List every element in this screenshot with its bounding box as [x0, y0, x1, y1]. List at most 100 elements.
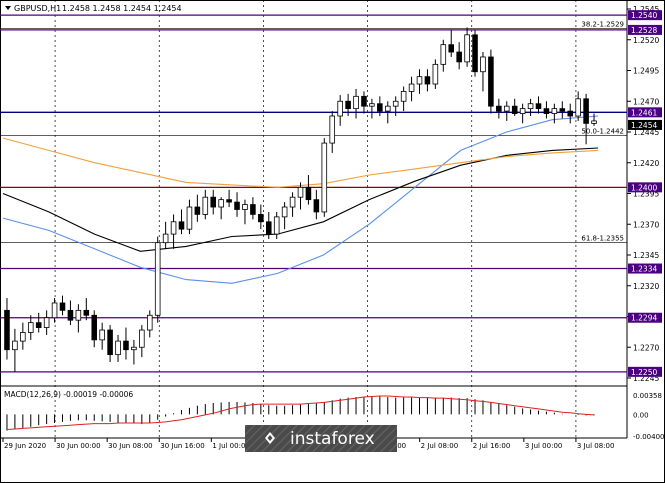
price-tag — [628, 366, 662, 377]
candle-body — [543, 108, 550, 114]
candle-body — [281, 206, 288, 218]
candle-body — [416, 76, 423, 85]
price-axis-label: 1.2470 — [633, 97, 659, 106]
macd-label: MACD(12,26,9) -0.00019 -0.00006 — [4, 390, 133, 399]
price-axis-label: 1.2545 — [633, 5, 659, 14]
fib-label: 38.2-1.2529 — [581, 21, 624, 29]
candle-body — [194, 206, 201, 215]
candle-body — [91, 314, 98, 341]
candle-body — [456, 51, 462, 63]
candle-body — [154, 242, 161, 316]
symbol-label: GBPUSD,H1 — [14, 4, 61, 13]
macd-axis-label: -0.00400 — [633, 433, 664, 441]
candle-body — [392, 100, 399, 107]
candle-body — [369, 103, 375, 107]
price-tag — [628, 24, 662, 35]
candle-body — [448, 44, 455, 53]
candle-body — [583, 98, 589, 124]
candle-body — [480, 56, 486, 73]
price-tag-label: 1.2294 — [631, 314, 657, 323]
candle-body — [67, 309, 74, 321]
watermark-banner: instaforex — [245, 425, 397, 452]
instaforex-logo-icon — [265, 432, 275, 444]
fib-label: 61.8-1.2355 — [581, 235, 624, 243]
candle-body — [131, 346, 137, 351]
candle-body — [83, 309, 90, 316]
price-axis-label: 1.2345 — [633, 251, 659, 260]
price-tag — [628, 107, 662, 118]
time-axis-label: 30 Jun 16:00 — [160, 442, 204, 450]
price-tag — [628, 10, 662, 21]
candle-body — [408, 83, 415, 92]
price-axis-label: 1.2245 — [633, 374, 659, 383]
fibonacci-levels: 38.2-1.2529 50.0-1.2442 61.8-1.2355 — [0, 21, 627, 244]
candle-body — [496, 105, 502, 112]
candle-body — [265, 221, 272, 235]
moving-average-line — [2, 147, 599, 252]
price-candles — [4, 27, 597, 372]
price-tag-label: 1.2334 — [631, 265, 657, 274]
candle-body — [59, 302, 66, 311]
candle-body — [27, 322, 34, 333]
time-axis-label: 30 Jun 00:00 — [56, 442, 100, 450]
price-tag-label: 1.2250 — [631, 368, 657, 377]
candle-body — [488, 56, 494, 107]
time-axis-label: 29 Jun 2020 — [4, 442, 46, 450]
macd-axis-label: 0.00 — [633, 411, 649, 419]
current-price-tag — [628, 119, 662, 130]
price-tag — [628, 182, 662, 193]
price-axis-label: 1.2395 — [633, 190, 659, 199]
candle-body — [432, 63, 439, 85]
candle-body — [297, 186, 304, 198]
candle-body — [400, 91, 407, 102]
candle-body — [591, 120, 597, 124]
candle-body — [384, 105, 391, 112]
candle-body — [139, 329, 145, 348]
horizontal-levels — [0, 14, 627, 373]
macd-signal-line — [6, 395, 595, 430]
macd-axis: 0.00358 0.00 -0.00400 — [633, 392, 664, 441]
candle-body — [226, 199, 232, 203]
fib-label: 50.0-1.2442 — [581, 128, 624, 136]
candle-body — [464, 34, 470, 63]
candle-body — [20, 332, 26, 342]
price-axis-label: 1.2445 — [633, 128, 659, 137]
candle-body — [186, 206, 193, 230]
price-tag-label: 1.2540 — [631, 11, 657, 20]
price-tag — [628, 263, 662, 274]
candle-body — [162, 233, 169, 244]
candle-body — [289, 196, 296, 208]
candle-body — [503, 105, 510, 112]
candle-body — [35, 322, 42, 328]
price-tag-label: 1.2528 — [631, 26, 657, 35]
ohlc-label: 1.2458 1.2458 1.2454 1.2454 — [62, 4, 182, 13]
time-axis-label: 30 Jun 08:00 — [108, 442, 152, 450]
candle-body — [511, 105, 518, 114]
candle-body — [170, 221, 177, 235]
price-tag-label: 1.2400 — [631, 183, 657, 192]
time-axis-label: 1 Jul 00:00 — [212, 442, 250, 450]
candle-body — [321, 142, 328, 213]
moving-average-line — [2, 115, 599, 284]
candle-body — [567, 110, 574, 117]
watermark-text: instaforex — [290, 429, 375, 449]
candle-body — [210, 196, 217, 208]
candle-body — [4, 309, 10, 351]
current-price-label: 1.2454 — [631, 121, 657, 130]
candle-body — [519, 108, 526, 114]
candle-body — [123, 340, 129, 351]
candle-body — [551, 108, 558, 114]
candle-body — [218, 199, 224, 208]
price-axis-label: 1.2370 — [633, 220, 659, 229]
candle-body — [361, 95, 367, 107]
time-axis-label: 3 Jul 08:00 — [577, 442, 615, 450]
candle-body — [535, 103, 542, 110]
candle-body — [43, 317, 50, 328]
candle-body — [305, 186, 312, 201]
triangle-down-icon[interactable] — [5, 6, 11, 10]
price-axis-label: 1.2495 — [633, 67, 659, 76]
candle-body — [353, 95, 359, 110]
price-tag — [628, 312, 662, 323]
candle-body — [107, 329, 113, 356]
